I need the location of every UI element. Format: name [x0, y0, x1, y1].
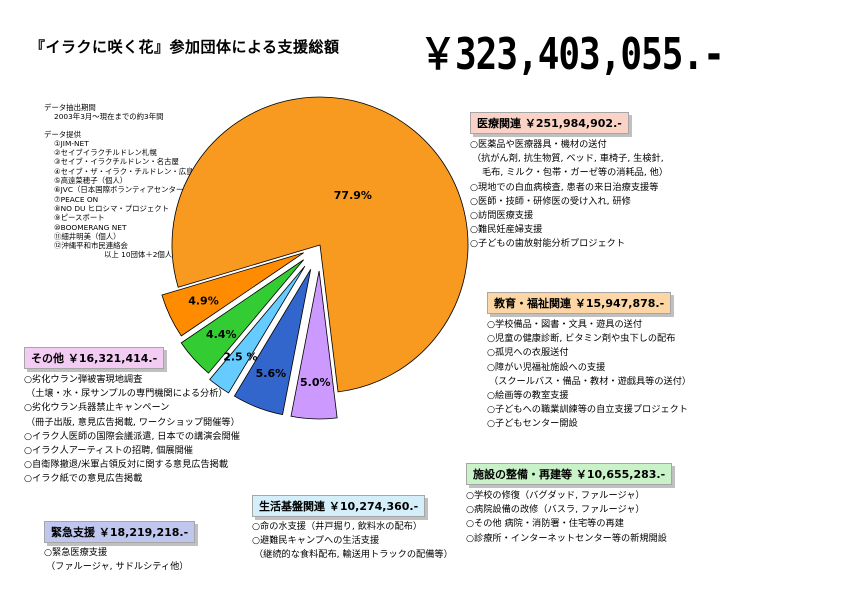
- page-title: 『イラクに咲く花』参加団体による支援総額: [30, 38, 340, 56]
- list-item: ○劣化ウラン弾被害現地調査: [24, 374, 143, 385]
- period-label: データ抽出期間: [44, 103, 96, 112]
- label-facilities: 施設の整備・再建等 ￥10,655,283.-: [466, 463, 673, 485]
- list-item: ○子どもへの職業訓練等の自立支援プロジェクト: [487, 404, 688, 416]
- pie-labels: 77.9% 4.9% 4.4% 2.5 % 5.6% 5.0%: [188, 189, 372, 389]
- list-item: ○診療所・インターネットセンター等の新規開設: [466, 532, 667, 544]
- list-living: ○命の水支援（井戸掘り, 飲料水の配布） ○避難民キャンプへの生活支援 （継続的な食…: [252, 520, 453, 563]
- label-emergency: 緊急支援 ￥18,219,218.-: [44, 521, 196, 543]
- pie-slice-label: 77.9%: [334, 189, 372, 202]
- data-source-info: データ抽出期間 2003年3月～現在までの約3年間 データ提供 ①JIM-NET…: [44, 103, 194, 260]
- provider-item: ②セイブイラクチルドレン札幌: [54, 148, 157, 158]
- list-item: （ファルージャ, サドルシティ他）: [46, 561, 189, 573]
- list-item: ○医薬品や医療器具・機材の送付: [470, 139, 607, 150]
- pie-slice-label: 2.5 %: [223, 350, 257, 363]
- label-education: 教育・福祉関連 ￥15,947,878.-: [487, 292, 672, 314]
- list-education: ○学校備品・図書・文具・遊具の送付 ○児童の健康診断, ビタミン剤や虫下しの配布 ○…: [487, 318, 691, 432]
- list-item: ○学校の修復（バグダッド, ファルージャ）: [466, 490, 645, 501]
- provider-item: ⑧NO DU ヒロシマ・プロジェクト: [54, 203, 170, 213]
- pie-slice: [180, 259, 304, 374]
- list-item: ○絵画等の教室支援: [487, 390, 569, 402]
- pie-slice: [161, 252, 304, 337]
- provider-item: ④セイブ・ザ・イラク・チルドレン・広島: [54, 166, 194, 176]
- list-item: ○障がい児福祉施設への支援: [487, 361, 606, 373]
- list-item: ○訪問医療支援: [470, 210, 534, 222]
- list-item: ○命の水支援（井戸掘り, 飲料水の配布）: [252, 521, 423, 532]
- provider-item: ⑤高遠菜穂子（個人）: [54, 176, 128, 186]
- pie-slice-label: 5.6%: [256, 367, 287, 380]
- pie-slice: [209, 265, 306, 394]
- list-item: ○児童の健康診断, ビタミン剤や虫下しの配布: [487, 333, 676, 345]
- provider-item: ⑩BOOMERANG NET: [54, 222, 127, 232]
- pie-slice-label: 4.9%: [188, 294, 219, 307]
- provider-item: ⑥JVC（日本国際ボランティアセンター）: [54, 185, 191, 195]
- list-item: ○劣化ウラン兵器禁止キャンペーン: [24, 402, 170, 414]
- pie-slice-label: 4.4%: [206, 328, 237, 341]
- period-value: 2003年3月～現在までの約3年間: [54, 112, 164, 122]
- list-item: ○医師・技師・研修医の受け入れ, 研修: [470, 195, 631, 207]
- providers-label: データ提供: [44, 129, 81, 139]
- list-item: ○子どもの歯放射能分析プロジェクト: [470, 238, 626, 250]
- providers-total: 以上 10団体＋2個人: [104, 250, 173, 260]
- label-medical: 医療関連 ￥251,984,902.-: [470, 112, 629, 134]
- list-item: ○避難民キャンプへの生活支援: [252, 535, 380, 547]
- list-item: ○自衛隊撤退/米軍占領反対に関する意見広告掲載: [24, 459, 229, 471]
- list-other: ○劣化ウラン弾被害現地調査 （土壌・水・尿サンプルの専門機関による分析） ○劣化ウラ…: [24, 373, 240, 487]
- provider-list: ①JIM-NET ②セイブイラクチルドレン札幌 ③セイブ・イラクチルドレン・名古屋 ④…: [44, 139, 194, 251]
- list-item: （スクールバス・備品・教材・遊戯具等の送付）: [489, 375, 692, 387]
- list-item: ○学校備品・図書・文具・遊具の送付: [487, 319, 643, 330]
- total-amount: ￥323,403,055.-: [420, 30, 725, 80]
- list-item: ○イラク紙での意見広告掲載: [24, 473, 143, 485]
- list-item: ○病院設備の改修（バスラ, ファルージャ）: [466, 504, 645, 516]
- list-item: 毛布, ミルク・包帯・ガーゼ等の消耗品, 他）: [482, 167, 669, 179]
- provider-item: ⑫沖縄平和市民連絡会: [54, 241, 128, 251]
- list-item: （冊子出版, 意見広告掲載, ワークショップ開催等）: [26, 416, 240, 428]
- list-item: ○イラク人アーティストの招聘, 個展開催: [24, 445, 193, 457]
- pie-slices: [161, 96, 469, 420]
- label-other: その他 ￥16,321,414.-: [24, 347, 165, 369]
- provider-item: ⑪細井明美（個人）: [54, 231, 121, 241]
- list-item: （抗がん剤, 抗生物質, ベッド, 車椅子, 生検針,: [472, 153, 664, 165]
- label-living: 生活基盤関連 ￥10,274,360.-: [252, 495, 426, 517]
- list-item: ○イラク人医師の国際会議派遣, 日本での講演会開催: [24, 430, 240, 442]
- pie-slice: [290, 270, 338, 420]
- provider-item: ⑦PEACE ON: [54, 194, 99, 204]
- list-medical: ○医薬品や医療器具・機材の送付 （抗がん剤, 抗生物質, ベッド, 車椅子, 生検…: [470, 138, 668, 252]
- list-item: （土壌・水・尿サンプルの専門機関による分析）: [26, 388, 228, 400]
- provider-item: ⑨ピースボート: [54, 213, 105, 223]
- list-item: ○難民妊産婦支援: [470, 224, 543, 236]
- list-item: （継続的な食料配布, 輸送用トラックの配備等）: [254, 549, 453, 561]
- list-item: ○その他 病院・消防署・住宅等の再建: [466, 518, 624, 530]
- pie-slice: [171, 96, 469, 393]
- list-item: ○緊急医療支援: [44, 547, 108, 558]
- list-facilities: ○学校の修復（バグダッド, ファルージャ） ○病院設備の改修（バスラ, ファルージ…: [466, 489, 667, 546]
- list-item: ○孤児への衣服送付: [487, 347, 569, 359]
- list-item: ○現地での白血病検査, 患者の来日治療支援等: [470, 181, 659, 193]
- pie-slice-label: 5.0%: [300, 376, 331, 389]
- pie-slice: [233, 269, 312, 416]
- provider-item: ③セイブ・イラクチルドレン・名古屋: [54, 157, 179, 167]
- provider-item: ①JIM-NET: [54, 138, 89, 148]
- list-emergency: ○緊急医療支援 （ファルージャ, サドルシティ他）: [44, 546, 188, 574]
- list-item: ○子どもセンター開設: [487, 418, 578, 430]
